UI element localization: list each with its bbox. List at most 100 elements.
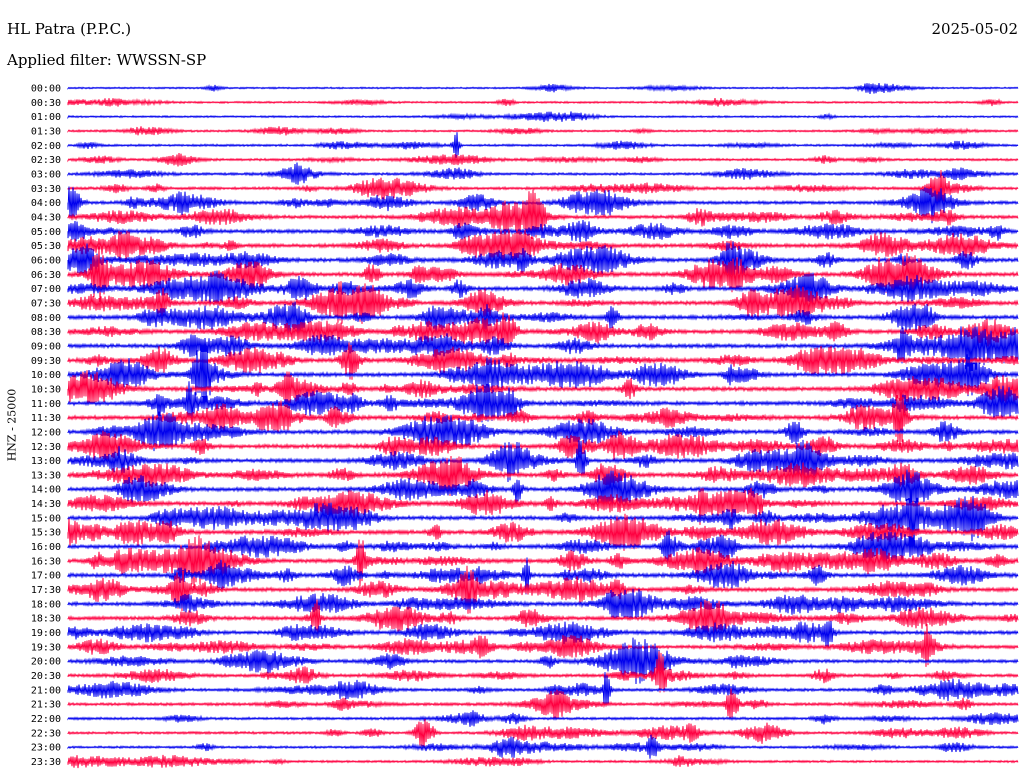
trace-row-0000: [67, 82, 1019, 94]
trace-row-0130: [67, 126, 1019, 136]
trace-row-0500: [67, 219, 1019, 243]
row-label-1600: 16:00: [31, 542, 61, 553]
trace-row-1430: [67, 487, 1019, 525]
trace-row-1200: [67, 411, 1019, 452]
row-label-2000: 20:00: [31, 657, 61, 668]
trace-row-0900: [67, 326, 1019, 372]
trace-row-0400: [67, 186, 1019, 224]
row-label-0200: 02:00: [31, 141, 61, 152]
trace-row-1300: [67, 439, 1019, 483]
trace-row-0830: [67, 312, 1019, 350]
trace-row-2100: [67, 672, 1019, 707]
row-label-1500: 15:00: [31, 513, 61, 524]
row-label-2300: 23:00: [31, 743, 61, 754]
trace-row-0100: [67, 111, 1019, 123]
trace-row-0530: [67, 229, 1019, 262]
row-label-0700: 07:00: [31, 284, 61, 295]
row-label-2200: 22:00: [31, 714, 61, 725]
row-label-1400: 14:00: [31, 485, 61, 496]
trace-row-2200: [67, 710, 1019, 727]
row-label-1230: 12:30: [31, 442, 61, 453]
trace-row-0930: [67, 342, 1019, 380]
row-label-0100: 01:00: [31, 112, 61, 123]
row-label-0730: 07:30: [31, 298, 61, 309]
row-label-1000: 10:00: [31, 370, 61, 381]
y-axis-label: HNZ - 25000: [5, 388, 19, 462]
trace-row-0800: [67, 301, 1019, 334]
trace-row-1030: [67, 370, 1019, 406]
trace-row-0330: [67, 170, 1019, 207]
row-label-0430: 04:30: [31, 212, 61, 223]
row-label-1800: 18:00: [31, 599, 61, 610]
row-label-2030: 20:30: [31, 671, 61, 682]
row-label-1530: 15:30: [31, 528, 61, 539]
trace-row-1730: [67, 565, 1019, 614]
row-label-1130: 11:30: [31, 413, 61, 424]
row-label-1830: 18:30: [31, 614, 61, 625]
trace-row-1530: [67, 513, 1019, 551]
filter-subtitle: Applied filter: WWSSN-SP: [7, 51, 207, 69]
row-label-1900: 19:00: [31, 628, 61, 639]
trace-row-2230: [67, 718, 1019, 749]
trace-row-2000: [67, 637, 1019, 685]
row-label-2230: 22:30: [31, 728, 61, 739]
trace-row-0600: [67, 241, 1019, 280]
trace-row-1900: [67, 620, 1019, 649]
row-label-0130: 01:30: [31, 126, 61, 137]
row-label-1330: 13:30: [31, 470, 61, 481]
row-label-1300: 13:00: [31, 456, 61, 467]
row-label-1200: 12:00: [31, 427, 61, 438]
trace-row-2130: [67, 688, 1019, 719]
trace-row-0030: [67, 97, 1019, 107]
row-label-1430: 14:30: [31, 499, 61, 510]
row-label-0330: 03:30: [31, 184, 61, 195]
row-label-0500: 05:00: [31, 227, 61, 238]
row-label-0600: 06:00: [31, 255, 61, 266]
trace-row-1930: [67, 623, 1019, 667]
trace-row-2300: [67, 734, 1019, 759]
station-title: HL Patra (P.P.C.): [7, 20, 132, 38]
row-label-1730: 17:30: [31, 585, 61, 596]
row-label-2100: 21:00: [31, 685, 61, 696]
row-label-1630: 16:30: [31, 556, 61, 567]
trace-row-1400: [67, 469, 1019, 507]
trace-row-0200: [67, 132, 1019, 158]
trace-row-1830: [67, 599, 1019, 637]
trace-row-1800: [67, 588, 1019, 620]
trace-row-1500: [67, 489, 1019, 551]
trace-row-0730: [67, 281, 1019, 324]
trace-row-2330: [67, 754, 1019, 769]
trace-row-2030: [67, 651, 1019, 693]
time-labels: 00:00 00:30 01:00 01:30 02:00 02:30 03:00 03:30…: [31, 84, 61, 769]
row-label-0400: 04:00: [31, 198, 61, 209]
trace-row-0230: [67, 152, 1019, 167]
row-label-0830: 08:30: [31, 327, 61, 338]
row-label-0230: 02:30: [31, 155, 61, 166]
trace-row-1230: [67, 430, 1019, 461]
trace-row-1330: [67, 455, 1019, 496]
row-label-1930: 19:30: [31, 642, 61, 653]
row-label-0930: 09:30: [31, 356, 61, 367]
row-label-0530: 05:30: [31, 241, 61, 252]
trace-row-0630: [67, 246, 1019, 303]
row-label-0300: 03:00: [31, 169, 61, 180]
row-label-0800: 08:00: [31, 313, 61, 324]
row-label-1700: 17:00: [31, 571, 61, 582]
trace-row-1130: [67, 392, 1019, 447]
trace-row-0700: [67, 270, 1019, 309]
trace-row-1100: [67, 381, 1019, 425]
trace-row-0300: [67, 162, 1019, 185]
trace-rows: [67, 82, 1019, 769]
row-label-0000: 00:00: [31, 84, 61, 95]
row-label-2330: 23:30: [31, 757, 61, 768]
date-label: 2025-05-02: [931, 20, 1018, 38]
row-label-2130: 21:30: [31, 700, 61, 711]
row-label-1030: 10:30: [31, 384, 61, 395]
trace-row-0430: [67, 189, 1019, 239]
row-label-0630: 06:30: [31, 270, 61, 281]
trace-row-1700: [67, 557, 1019, 595]
row-label-0900: 09:00: [31, 341, 61, 352]
row-label-1100: 11:00: [31, 399, 61, 410]
row-label-0030: 00:30: [31, 98, 61, 109]
trace-row-1600: [67, 530, 1019, 564]
